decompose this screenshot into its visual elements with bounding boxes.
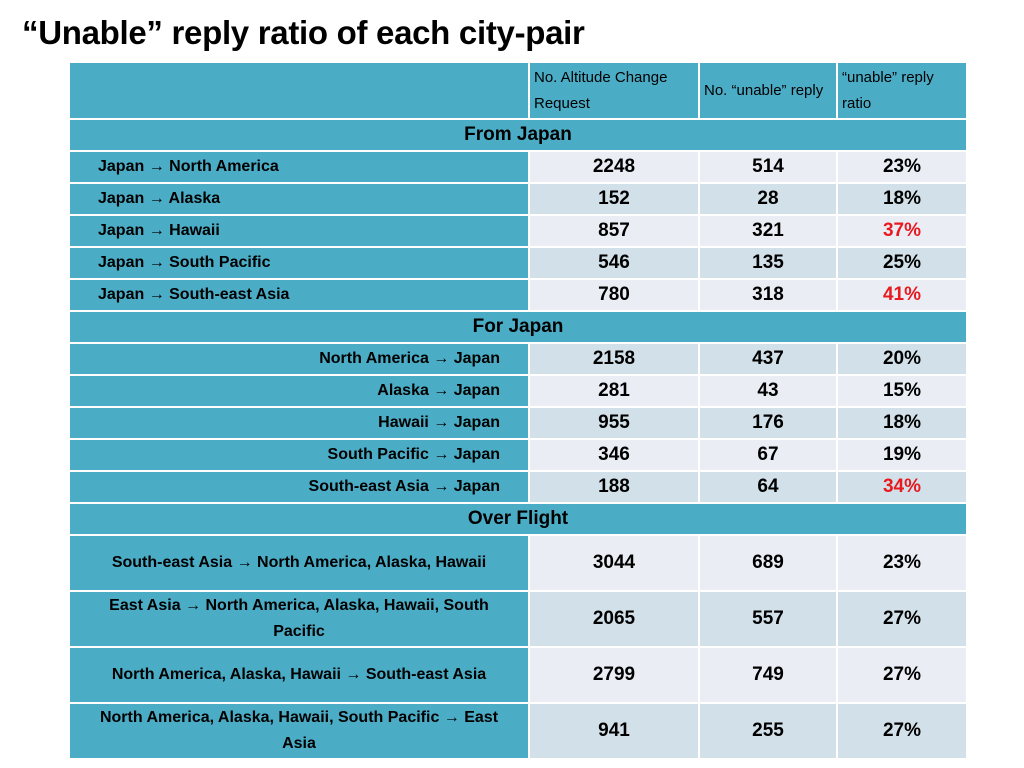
route-cell: South-east Asia → North America, Alaska,…	[68, 534, 530, 592]
ratio-cell: 15%	[836, 374, 968, 408]
unable-cell: 43	[698, 374, 838, 408]
ratio-cell: 27%	[836, 646, 968, 704]
header-route	[68, 61, 530, 120]
unable-cell: 318	[698, 278, 838, 312]
table-row: East Asia → North America, Alaska, Hawai…	[68, 590, 968, 648]
table-row: Japan → Hawaii 857 321 37%	[68, 214, 968, 248]
ratio-cell: 25%	[836, 246, 968, 280]
ratio-cell: 23%	[836, 534, 968, 592]
ratio-cell: 27%	[836, 702, 968, 760]
requests-cell: 2248	[528, 150, 700, 184]
requests-cell: 3044	[528, 534, 700, 592]
table-row: Japan → Alaska 152 28 18%	[68, 182, 968, 216]
table-row: South Pacific → Japan 346 67 19%	[68, 438, 968, 472]
table-row: Japan → South-east Asia 780 318 41%	[68, 278, 968, 312]
table-row: North America, Alaska, Hawaii, South Pac…	[68, 702, 968, 760]
unable-cell: 255	[698, 702, 838, 760]
header-requests: No. Altitude Change Request	[528, 61, 700, 120]
route-cell: North America, Alaska, Hawaii, South Pac…	[68, 702, 530, 760]
table-row: Alaska → Japan 281 43 15%	[68, 374, 968, 408]
route-cell: East Asia → North America, Alaska, Hawai…	[68, 590, 530, 648]
unable-cell: 689	[698, 534, 838, 592]
route-cell: Japan → North America	[68, 150, 530, 184]
ratio-cell: 18%	[836, 182, 968, 216]
unable-cell: 514	[698, 150, 838, 184]
table-row: Japan → North America 2248 514 23%	[68, 150, 968, 184]
requests-cell: 281	[528, 374, 700, 408]
ratio-cell: 18%	[836, 406, 968, 440]
table-row: South-east Asia → Japan 188 64 34%	[68, 470, 968, 504]
route-cell: North America → Japan	[68, 342, 530, 376]
section-label: Over Flight	[68, 502, 968, 536]
requests-cell: 346	[528, 438, 700, 472]
requests-cell: 188	[528, 470, 700, 504]
route-cell: North America, Alaska, Hawaii → South-ea…	[68, 646, 530, 704]
section-header-row: From Japan	[68, 118, 968, 152]
requests-cell: 955	[528, 406, 700, 440]
unable-cell: 64	[698, 470, 838, 504]
section-label: For Japan	[68, 310, 968, 344]
table-row: Hawaii → Japan 955 176 18%	[68, 406, 968, 440]
unable-cell: 557	[698, 590, 838, 648]
ratio-cell: 37%	[836, 214, 968, 248]
requests-cell: 857	[528, 214, 700, 248]
requests-cell: 546	[528, 246, 700, 280]
requests-cell: 2799	[528, 646, 700, 704]
route-cell: Japan → Hawaii	[68, 214, 530, 248]
requests-cell: 2158	[528, 342, 700, 376]
unable-cell: 749	[698, 646, 838, 704]
ratio-cell: 34%	[836, 470, 968, 504]
header-unable: No. “unable” reply	[698, 61, 838, 120]
table-row: North America → Japan 2158 437 20%	[68, 342, 968, 376]
table-row: Japan → South Pacific 546 135 25%	[68, 246, 968, 280]
city-pair-table: No. Altitude Change Request No. “unable”…	[68, 61, 968, 760]
requests-cell: 941	[528, 702, 700, 760]
ratio-cell: 27%	[836, 590, 968, 648]
requests-cell: 152	[528, 182, 700, 216]
unable-cell: 67	[698, 438, 838, 472]
section-header-row: Over Flight	[68, 502, 968, 536]
ratio-cell: 19%	[836, 438, 968, 472]
route-cell: Japan → Alaska	[68, 182, 530, 216]
requests-cell: 2065	[528, 590, 700, 648]
route-cell: South-east Asia → Japan	[68, 470, 530, 504]
route-cell: Japan → South Pacific	[68, 246, 530, 280]
unable-cell: 28	[698, 182, 838, 216]
route-cell: Hawaii → Japan	[68, 406, 530, 440]
section-label: From Japan	[68, 118, 968, 152]
route-cell: Japan → South-east Asia	[68, 278, 530, 312]
route-cell: Alaska → Japan	[68, 374, 530, 408]
table-row: North America, Alaska, Hawaii → South-ea…	[68, 646, 968, 704]
section-header-row: For Japan	[68, 310, 968, 344]
page-title: “Unable” reply ratio of each city-pair	[22, 14, 585, 51]
unable-cell: 321	[698, 214, 838, 248]
route-cell: South Pacific → Japan	[68, 438, 530, 472]
ratio-cell: 41%	[836, 278, 968, 312]
header-ratio: “unable” reply ratio	[836, 61, 968, 120]
unable-cell: 437	[698, 342, 838, 376]
ratio-cell: 23%	[836, 150, 968, 184]
requests-cell: 780	[528, 278, 700, 312]
table-body: No. Altitude Change Request No. “unable”…	[68, 61, 968, 760]
unable-cell: 135	[698, 246, 838, 280]
unable-cell: 176	[698, 406, 838, 440]
ratio-cell: 20%	[836, 342, 968, 376]
table-row: South-east Asia → North America, Alaska,…	[68, 534, 968, 592]
table-header-row: No. Altitude Change Request No. “unable”…	[68, 61, 968, 120]
